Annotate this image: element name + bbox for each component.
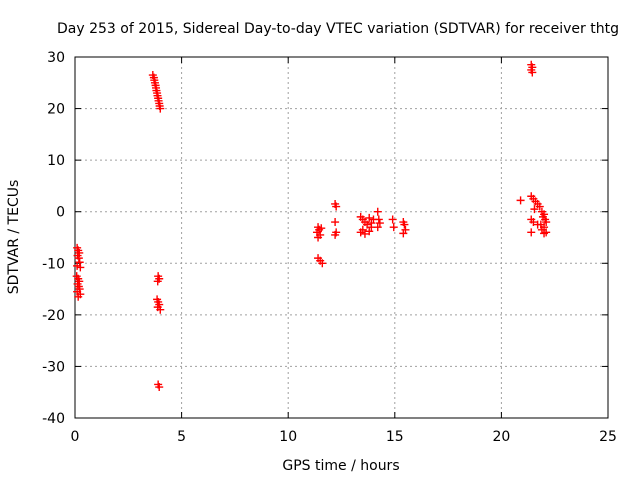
data-point [535,202,544,211]
data-point [542,218,551,227]
y-tick-label: -40 [42,411,65,427]
data-point [363,220,372,229]
data-point [367,219,376,228]
data-point [331,230,340,239]
data-point [389,223,398,232]
data-point [365,227,374,236]
data-point [533,220,542,229]
x-tick-labels: 0 5 10 15 20 25 [71,429,617,445]
data-point [540,229,549,238]
data-point [317,224,326,233]
x-tick-label: 10 [279,429,297,445]
x-tick-label: 20 [492,429,510,445]
data-point [375,219,384,228]
data-point [373,223,382,232]
y-tick-label: 0 [56,205,65,221]
data-point [156,104,165,113]
data-point [527,228,536,237]
data-point [153,277,162,286]
data-point [331,218,340,227]
data-point [530,205,539,214]
data-point [399,229,408,238]
x-tick-label: 0 [71,429,80,445]
data-point [374,215,383,224]
chart-title: Day 253 of 2015, Sidereal Day-to-day VTE… [57,21,619,37]
y-tick-label: -10 [42,256,65,272]
x-tick-label: 25 [599,429,617,445]
y-tick-labels: -40 -30 -20 -10 0 10 20 30 [42,50,65,427]
data-point [529,218,538,227]
data-point [156,305,165,314]
plot-frame [74,56,609,419]
data-point [74,254,83,263]
data-point [400,220,409,229]
data-point [356,228,365,237]
grid [75,57,608,418]
data-point [528,68,537,77]
data-point [373,207,382,216]
data-point [76,263,85,272]
y-tick-label: -30 [42,359,65,375]
y-axis-label: SDTVAR / TECUs [6,180,22,295]
data-point [388,215,397,224]
data-point [332,202,341,211]
x-tick-label: 15 [386,429,404,445]
y-tick-label: 10 [47,153,65,169]
x-tick-label: 5 [177,429,186,445]
data-point [314,233,323,242]
x-axis-label: GPS time / hours [282,458,399,474]
data-point [516,196,525,205]
axis-ticks [74,56,609,419]
y-tick-label: 30 [47,50,65,66]
data-point [155,383,164,392]
y-tick-label: 20 [47,102,65,118]
y-tick-label: -20 [42,308,65,324]
data-points [72,60,551,392]
data-point [365,213,374,222]
data-point [360,229,369,238]
data-point [74,292,83,301]
data-point [318,259,327,268]
